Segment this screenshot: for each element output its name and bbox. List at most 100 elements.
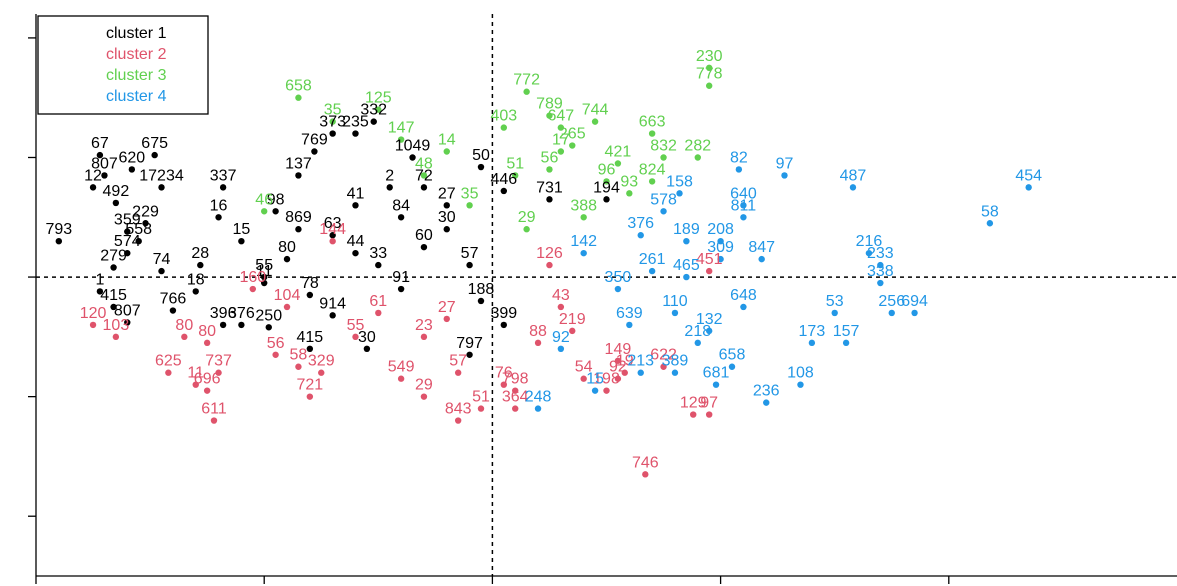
point-label: 158	[666, 173, 693, 190]
point-label: 622	[650, 347, 677, 364]
legend-box	[37, 15, 209, 115]
legend-entry: cluster 3	[106, 67, 167, 84]
point-label: 28	[191, 245, 209, 262]
data-point	[660, 363, 667, 370]
data-point	[557, 345, 565, 353]
data-point	[55, 237, 63, 245]
point-label: 41	[347, 185, 365, 202]
data-point	[124, 249, 131, 257]
point-label: 18	[187, 271, 205, 288]
data-point	[512, 405, 519, 412]
point-label: 1	[95, 271, 104, 288]
data-point	[603, 196, 610, 203]
data-point	[165, 369, 172, 376]
data-point	[626, 321, 633, 329]
point-label: 46	[255, 191, 273, 208]
data-point	[477, 297, 485, 305]
point-label: 219	[559, 311, 586, 328]
data-point	[614, 357, 622, 364]
point-label: 198	[593, 371, 620, 388]
point-label: 492	[103, 183, 130, 200]
data-point	[705, 64, 713, 72]
point-label: 14	[438, 132, 456, 149]
data-point	[96, 151, 104, 159]
point-label: 103	[103, 317, 130, 334]
point-label: 373	[319, 114, 346, 131]
data-point	[420, 333, 428, 341]
point-label: 132	[696, 311, 723, 328]
data-point	[717, 255, 724, 263]
point-label: 51	[472, 389, 490, 406]
point-label: 737	[205, 353, 232, 370]
point-label: 53	[826, 293, 844, 310]
point-label: 639	[616, 305, 643, 322]
point-label: 108	[787, 365, 814, 382]
data-point	[203, 339, 211, 347]
point-label: 329	[308, 353, 335, 370]
point-label: 61	[369, 293, 387, 310]
data-point	[329, 118, 336, 125]
data-point	[409, 154, 416, 161]
point-label: 578	[650, 191, 677, 208]
point-label: 549	[388, 359, 415, 376]
data-point	[397, 214, 405, 221]
data-point	[831, 309, 838, 317]
data-point	[352, 249, 359, 257]
point-label: 233	[867, 245, 894, 262]
point-label: 350	[605, 269, 632, 286]
point-label: 744	[582, 102, 609, 119]
point-label: 847	[748, 239, 775, 256]
data-point	[363, 345, 371, 353]
data-point	[370, 118, 377, 125]
point-label: 658	[719, 347, 746, 364]
point-label: 451	[696, 251, 723, 268]
point-label: 29	[415, 377, 433, 394]
data-point	[397, 136, 405, 143]
data-point	[523, 88, 530, 95]
point-label: 647	[548, 108, 575, 125]
data-point	[89, 321, 97, 329]
point-label: 29	[518, 209, 536, 226]
point-label: 48	[415, 155, 433, 172]
data-point	[295, 363, 302, 370]
point-label: 772	[513, 72, 540, 89]
point-label: 58	[290, 347, 308, 364]
point-label: 229	[132, 203, 159, 220]
data-point	[443, 315, 450, 323]
point-label: 832	[650, 137, 677, 154]
data-point	[295, 226, 302, 233]
point-label: 454	[1015, 167, 1042, 184]
data-point	[877, 261, 884, 269]
data-point	[705, 327, 713, 335]
data-point	[580, 249, 587, 257]
point-label: 11	[256, 263, 273, 280]
point-label: 43	[552, 287, 570, 304]
data-point	[352, 130, 359, 137]
data-point	[158, 184, 165, 191]
data-point	[219, 321, 227, 329]
point-label: 57	[449, 353, 467, 370]
data-point	[705, 411, 713, 418]
data-point	[306, 345, 314, 353]
data-point	[580, 375, 587, 382]
data-point	[272, 208, 279, 215]
data-point	[797, 381, 804, 388]
data-point	[295, 94, 302, 101]
point-label: 824	[639, 161, 666, 178]
legend-entry: cluster 4	[106, 88, 167, 105]
data-point	[215, 214, 222, 221]
point-label: 23	[415, 317, 433, 334]
data-point	[694, 154, 701, 161]
data-point	[637, 232, 644, 239]
point-label: 279	[100, 247, 127, 264]
data-point	[808, 339, 816, 347]
point-label: 98	[267, 191, 285, 208]
point-label: 364	[502, 389, 529, 406]
point-label: 91	[392, 269, 410, 286]
point-label: 126	[536, 245, 563, 262]
data-point	[1025, 184, 1032, 191]
data-point	[249, 285, 256, 293]
data-point	[671, 309, 679, 317]
data-point	[781, 172, 788, 179]
